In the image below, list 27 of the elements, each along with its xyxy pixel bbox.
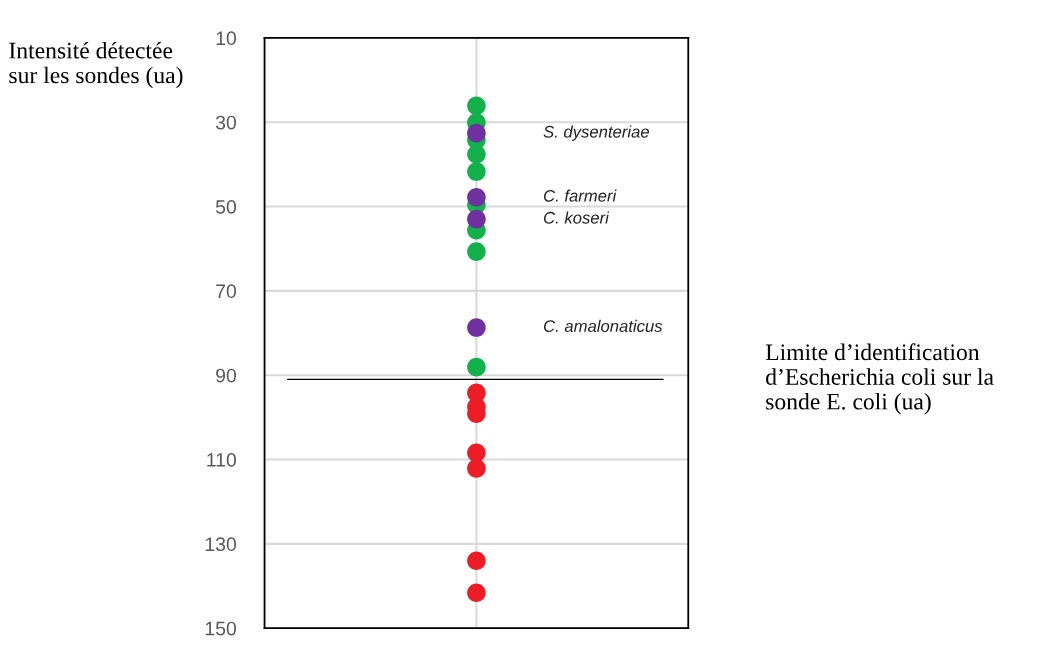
y-tick-label: 90 — [216, 368, 237, 383]
point — [467, 187, 486, 207]
y-tick-label: 30 — [215, 115, 237, 130]
point — [467, 318, 486, 337]
y-tick-label: 70 — [216, 284, 237, 299]
y-tick-label: 10 — [216, 31, 237, 46]
point — [467, 162, 486, 181]
point — [467, 459, 486, 478]
annotation: C. amalonaticus — [543, 319, 663, 333]
point — [467, 551, 486, 571]
point — [467, 357, 486, 377]
y-tick-label: 50 — [215, 200, 237, 214]
y-tick-label: 150 — [205, 621, 237, 636]
y-tick-label: 130 — [205, 537, 237, 552]
point — [467, 209, 486, 229]
point — [467, 443, 486, 463]
point — [467, 96, 486, 116]
annotation: S. dysenteriae — [543, 125, 649, 141]
y-axis-title: Intensité détectée sur les sondes (ua) — [9, 41, 183, 89]
annotation: C. farmeri — [543, 189, 617, 202]
annotation: C. koseri — [543, 211, 610, 224]
y-tick-label: 110 — [207, 452, 237, 467]
point — [467, 242, 486, 261]
point — [467, 583, 486, 603]
ref-line-label: Limite d’identification d’Escherichia coli sur la sonde E. coli (ua) — [765, 343, 994, 415]
point — [467, 123, 486, 143]
point — [467, 144, 486, 164]
